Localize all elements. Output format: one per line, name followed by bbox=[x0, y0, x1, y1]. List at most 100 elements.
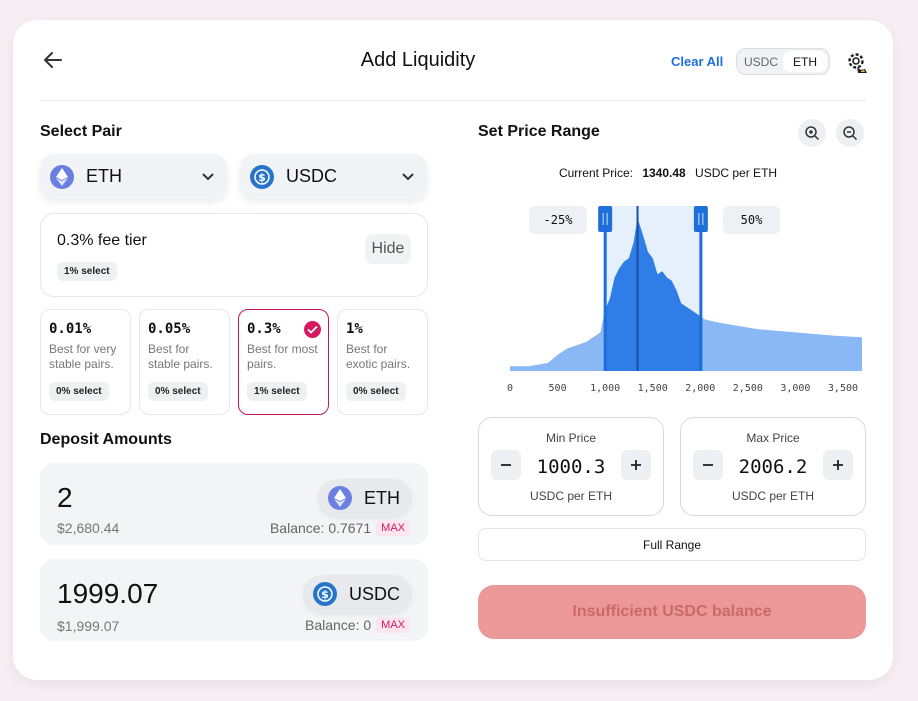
usdc-icon: $ bbox=[250, 164, 274, 189]
x-tick-label: 0 bbox=[507, 383, 513, 394]
fee-tier-option[interactable]: 0.01% Best for very stable pairs. 0% sel… bbox=[40, 309, 131, 415]
denomination-toggle: USDC ETH bbox=[736, 48, 830, 75]
x-tick-label: 2,500 bbox=[733, 383, 763, 394]
fee-tier-option-selected[interactable]: 0.3% Best for most pairs. 1% select bbox=[238, 309, 329, 415]
min-price-label: Min Price bbox=[545, 431, 596, 445]
usdc-token-label: USDC bbox=[348, 583, 400, 604]
liquidity-area-in-range bbox=[605, 218, 701, 371]
range-max-handle[interactable] bbox=[693, 206, 708, 232]
tier-description: Best for exotic pairs. bbox=[346, 342, 411, 371]
min-price-unit: USDC per ETH bbox=[529, 489, 612, 503]
tier-badge: 0% select bbox=[346, 382, 406, 401]
header-divider bbox=[40, 100, 866, 101]
usdc-balance: Balance: 0 MAX bbox=[305, 617, 410, 633]
tier-percent: 0.05% bbox=[148, 321, 191, 337]
max-price-label: Max Price bbox=[746, 431, 800, 445]
min-price-increment[interactable] bbox=[621, 450, 651, 480]
range-min-handle[interactable] bbox=[598, 206, 613, 232]
settings-gear-icon[interactable] bbox=[844, 50, 868, 76]
minus-icon bbox=[703, 464, 713, 466]
max-price-box: Max Price 2006.2 USDC per ETH bbox=[680, 417, 866, 516]
minus-icon bbox=[501, 464, 511, 466]
toggle-eth[interactable]: ETH bbox=[783, 51, 827, 72]
x-tick-label: 3,500 bbox=[828, 383, 858, 394]
x-tick-label: 1,500 bbox=[638, 383, 668, 394]
max-price-input[interactable]: 2006.2 bbox=[738, 456, 808, 478]
full-range-button[interactable]: Full Range bbox=[478, 528, 866, 561]
x-tick-label: 1,000 bbox=[590, 383, 620, 394]
tier-description: Best for very stable pairs. bbox=[49, 342, 117, 371]
page-title: Add Liquidity bbox=[360, 49, 476, 71]
max-price-unit: USDC per ETH bbox=[731, 489, 814, 503]
liquidity-chart[interactable]: 0 500 1,000 1,500 2,000 2,500 3,000 3,500 bbox=[500, 200, 866, 400]
token-b-label: USDC bbox=[286, 166, 338, 186]
x-tick-label: 3,000 bbox=[780, 383, 810, 394]
eth-balance-text: Balance: 0.7671 bbox=[269, 520, 372, 536]
hide-button[interactable]: Hide bbox=[365, 234, 411, 264]
max-price-decrement[interactable] bbox=[693, 450, 723, 480]
zoom-in-button[interactable] bbox=[798, 119, 826, 147]
tier-badge: 0% select bbox=[148, 382, 208, 401]
min-price-input[interactable]: 1000.3 bbox=[536, 456, 606, 478]
eth-icon bbox=[328, 486, 352, 510]
eth-amount-input[interactable]: 2 bbox=[57, 482, 73, 513]
fee-tier-title: 0.3% fee tier bbox=[57, 232, 147, 249]
eth-usd-value: $2,680.44 bbox=[57, 520, 120, 536]
max-price-increment[interactable] bbox=[823, 450, 853, 480]
token-b-select[interactable]: $ USDC bbox=[240, 154, 427, 199]
fee-tier-badge: 1% select bbox=[57, 262, 117, 281]
toggle-usdc[interactable]: USDC bbox=[743, 54, 778, 69]
zoom-out-icon bbox=[843, 126, 858, 141]
tier-percent: 0.01% bbox=[49, 321, 92, 337]
plus-icon bbox=[631, 460, 641, 470]
check-icon bbox=[304, 321, 321, 338]
eth-max-button[interactable]: MAX bbox=[376, 520, 410, 536]
min-price-decrement[interactable] bbox=[491, 450, 521, 480]
tier-description: Best for stable pairs. bbox=[148, 342, 213, 371]
x-tick-label: 2,000 bbox=[685, 383, 715, 394]
zoom-in-icon bbox=[805, 126, 820, 141]
liquidity-card: Add Liquidity Clear All USDC ETH Select … bbox=[13, 20, 893, 680]
x-tick-label: 500 bbox=[549, 383, 567, 394]
range-high-percent: 50% bbox=[723, 206, 780, 234]
chevron-down-icon bbox=[402, 172, 414, 180]
deposit-usdc: 1999.07 $1,999.07 $ USDC Balance: 0 MAX bbox=[40, 559, 428, 641]
select-pair-heading: Select Pair bbox=[40, 123, 122, 140]
usdc-amount-input[interactable]: 1999.07 bbox=[57, 578, 159, 609]
svg-text:$: $ bbox=[321, 588, 329, 601]
price-range-heading: Set Price Range bbox=[478, 123, 600, 140]
zoom-out-button[interactable] bbox=[836, 119, 864, 147]
fee-tier-summary: 0.3% fee tier 1% select Hide bbox=[40, 213, 428, 297]
current-price-value: 1340.48 bbox=[642, 166, 686, 180]
usdc-usd-value: $1,999.07 bbox=[57, 618, 120, 634]
back-arrow-icon[interactable] bbox=[41, 48, 65, 72]
clear-all-button[interactable]: Clear All bbox=[671, 54, 724, 69]
eth-token-label: ETH bbox=[364, 487, 400, 508]
deposit-heading: Deposit Amounts bbox=[40, 431, 172, 448]
min-price-box: Min Price 1000.3 USDC per ETH bbox=[478, 417, 664, 516]
usdc-max-button[interactable]: MAX bbox=[376, 617, 410, 633]
eth-token-badge: ETH bbox=[318, 479, 412, 517]
current-price-unit: USDC per ETH bbox=[695, 166, 778, 180]
submit-button[interactable]: Insufficient USDC balance bbox=[478, 585, 866, 639]
plus-icon bbox=[833, 460, 843, 470]
fee-tier-option[interactable]: 1% Best for exotic pairs. 0% select bbox=[337, 309, 428, 415]
token-a-select[interactable]: ETH bbox=[40, 154, 227, 199]
tier-percent: 0.3% bbox=[247, 321, 281, 337]
eth-icon bbox=[50, 164, 74, 189]
tier-badge: 0% select bbox=[49, 382, 109, 401]
liquidity-area bbox=[510, 218, 862, 371]
range-low-percent: -25% bbox=[529, 206, 587, 234]
usdc-balance-text: Balance: 0 bbox=[304, 617, 372, 633]
tier-badge: 1% select bbox=[247, 382, 307, 401]
current-price: Current Price: 1340.48 USDC per ETH bbox=[478, 166, 858, 180]
token-a-label: ETH bbox=[86, 166, 122, 186]
usdc-token-badge: $ USDC bbox=[302, 575, 412, 613]
deposit-eth: 2 $2,680.44 ETH Balance: 0.7671 MAX bbox=[40, 463, 428, 545]
eth-balance: Balance: 0.7671 MAX bbox=[270, 520, 410, 536]
usdc-icon: $ bbox=[312, 582, 337, 606]
fee-tier-option[interactable]: 0.05% Best for stable pairs. 0% select bbox=[139, 309, 230, 415]
svg-text:$: $ bbox=[258, 171, 266, 184]
tier-percent: 1% bbox=[346, 321, 363, 337]
current-price-label: Current Price: bbox=[558, 166, 633, 180]
